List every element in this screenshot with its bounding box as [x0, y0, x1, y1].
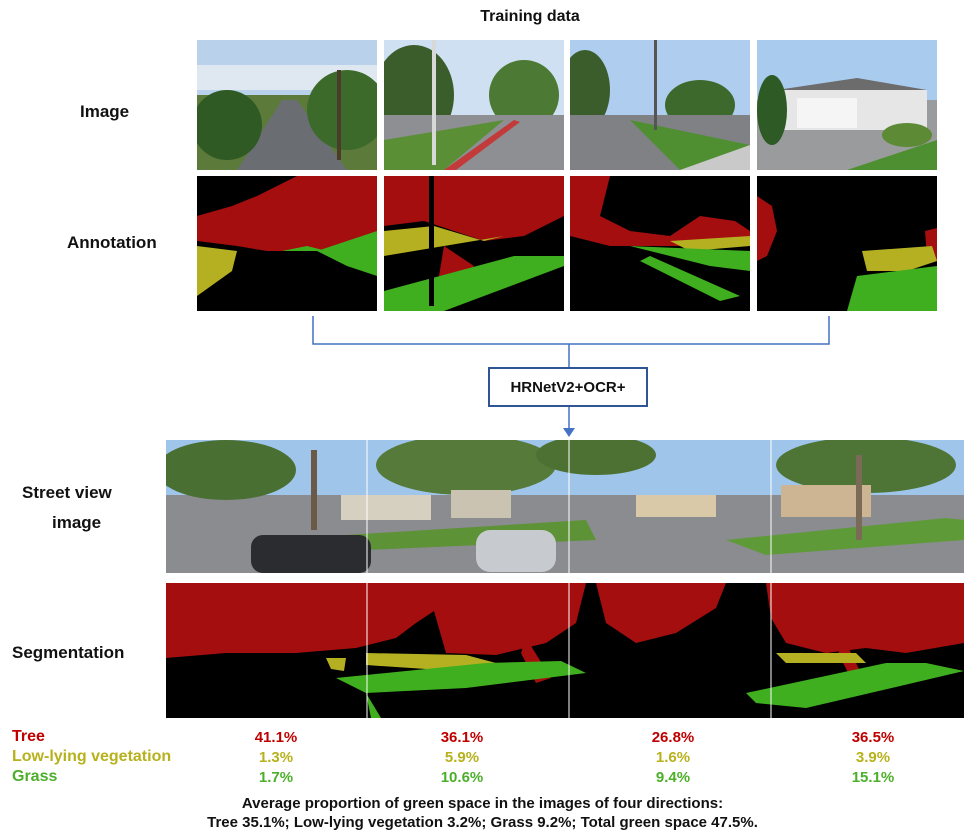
direction-4-low-value: 3.9% — [855, 749, 891, 766]
grass-label: Grass — [12, 768, 58, 785]
street-view-label-line2: image — [52, 513, 102, 532]
direction-2-tree-value: 36.1% — [440, 729, 484, 746]
direction-1-low-value: 1.3% — [258, 749, 294, 766]
connector-arrows — [312, 316, 830, 437]
direction-2-grass-value: 10.6% — [440, 769, 484, 786]
segmentation-row-label: Segmentation — [12, 643, 125, 662]
tree-label: Tree — [12, 728, 45, 745]
direction-4-grass-value: 15.1% — [851, 769, 895, 786]
annotation-row-label: Annotation — [67, 233, 157, 252]
training-image-2 — [384, 40, 564, 170]
annotation-mask-2 — [384, 176, 564, 311]
direction-2-low-value: 5.9% — [444, 749, 480, 766]
direction-4-tree-value: 36.5% — [851, 729, 895, 746]
image-row-label: Image — [80, 102, 130, 121]
training-image-1 — [197, 40, 377, 170]
street-view-label-line1: Street view — [22, 483, 112, 502]
direction-3-low-value: 1.6% — [655, 749, 691, 766]
direction-3-grass-value: 9.4% — [655, 769, 691, 786]
training-data-title: Training data — [480, 8, 580, 25]
street-view-panorama — [166, 440, 964, 573]
annotation-mask-1 — [197, 176, 377, 311]
model-name-box: HRNetV2+OCR+ — [488, 367, 648, 407]
annotation-mask-3 — [570, 176, 750, 311]
segmentation-panorama — [166, 583, 964, 718]
training-image-3 — [570, 40, 750, 170]
annotation-mask-4 — [757, 176, 937, 311]
direction-3-tree-value: 26.8% — [651, 729, 695, 746]
training-image-4 — [757, 40, 937, 170]
summary-line-2: Tree 35.1%; Low-lying vegetation 3.2%; G… — [207, 814, 758, 831]
summary-line-1: Average proportion of green space in the… — [241, 795, 724, 812]
direction-1-tree-value: 41.1% — [254, 729, 298, 746]
low-lying-vegetation-label: Low-lying vegetation — [12, 748, 172, 765]
direction-1-grass-value: 1.7% — [258, 769, 294, 786]
